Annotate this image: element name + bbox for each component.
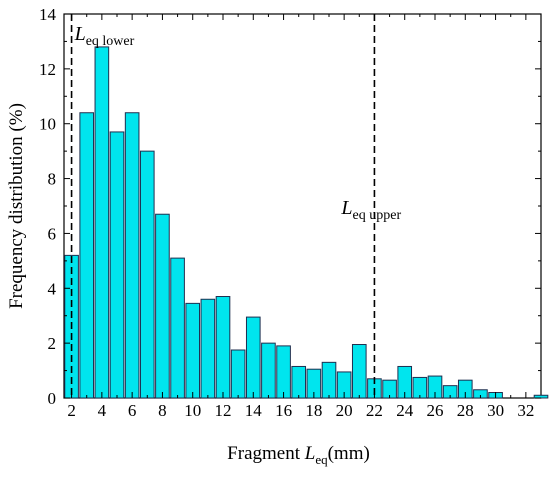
- x-tick-label: 14: [245, 401, 263, 420]
- bar-17: [291, 365, 307, 399]
- x-tick-label: 30: [487, 401, 504, 420]
- bar-25: [412, 376, 428, 399]
- bar-3: [79, 112, 95, 399]
- y-tick-label: 4: [48, 279, 57, 298]
- bar-6: [124, 112, 140, 399]
- bar-33: [533, 394, 549, 399]
- y-axis-title: Frequency distribution (%): [6, 103, 27, 309]
- bar-13: [230, 349, 246, 399]
- x-tick-label: 18: [305, 401, 322, 420]
- bar-10: [185, 302, 201, 399]
- x-tick-label: 6: [128, 401, 137, 420]
- bar-8: [155, 213, 170, 399]
- bar-7: [139, 150, 155, 399]
- y-tick-label: 8: [48, 170, 57, 189]
- x-tick-label: 28: [457, 401, 474, 420]
- bar-16: [276, 345, 291, 399]
- y-tick-label: 14: [39, 5, 57, 24]
- bar-9: [170, 257, 185, 399]
- reference-label-subscript: eq upper: [353, 208, 402, 223]
- y-tick-label: 0: [48, 389, 57, 408]
- y-tick-label: 2: [48, 334, 57, 353]
- bar-12: [215, 296, 231, 399]
- x-tick-label: 26: [427, 401, 444, 420]
- x-axis-title-suffix: (mm): [328, 443, 370, 464]
- reference-label-subscript: eq lower: [86, 34, 135, 49]
- x-tick-label: 12: [215, 401, 232, 420]
- bar-15: [261, 342, 276, 399]
- x-axis-title-subscript: eq: [315, 452, 328, 467]
- reference-label-upper: Leq upper: [340, 197, 401, 223]
- x-tick-label: 8: [158, 401, 167, 420]
- reference-label-symbol: L: [340, 197, 352, 219]
- bar-21: [351, 344, 367, 399]
- x-tick-label: 24: [396, 401, 414, 420]
- reference-label-lower: Leq lower: [74, 23, 135, 49]
- x-axis-ticks: 2 4 6 8 10 12 14 16 18 20 22 24 26 28 30 32: [67, 14, 534, 420]
- bar-19: [321, 361, 337, 399]
- bar-14: [245, 316, 261, 399]
- x-tick-label: 16: [275, 401, 292, 420]
- x-axis-title-symbol: L: [304, 443, 316, 464]
- x-tick-label: 10: [184, 401, 201, 420]
- y-tick-label: 6: [48, 224, 57, 243]
- x-tick-label: 20: [336, 401, 353, 420]
- bar-4: [94, 46, 110, 399]
- y-tick-label: 12: [39, 60, 56, 79]
- x-axis-title-prefix: Fragment: [227, 443, 305, 464]
- y-tick-label: 10: [39, 115, 56, 134]
- x-tick-label: 32: [517, 401, 534, 420]
- x-tick-label: 4: [98, 401, 107, 420]
- x-tick-label: 2: [67, 401, 76, 420]
- reference-label-symbol: L: [74, 23, 86, 45]
- y-axis-ticks: 0 2 4 6 8 10 12 14: [39, 5, 541, 408]
- bar-11: [200, 298, 216, 399]
- x-tick-label: 22: [366, 401, 383, 420]
- bars: [64, 46, 549, 399]
- x-axis-title: Fragment Leq(mm): [227, 443, 370, 467]
- bar-5: [109, 131, 125, 399]
